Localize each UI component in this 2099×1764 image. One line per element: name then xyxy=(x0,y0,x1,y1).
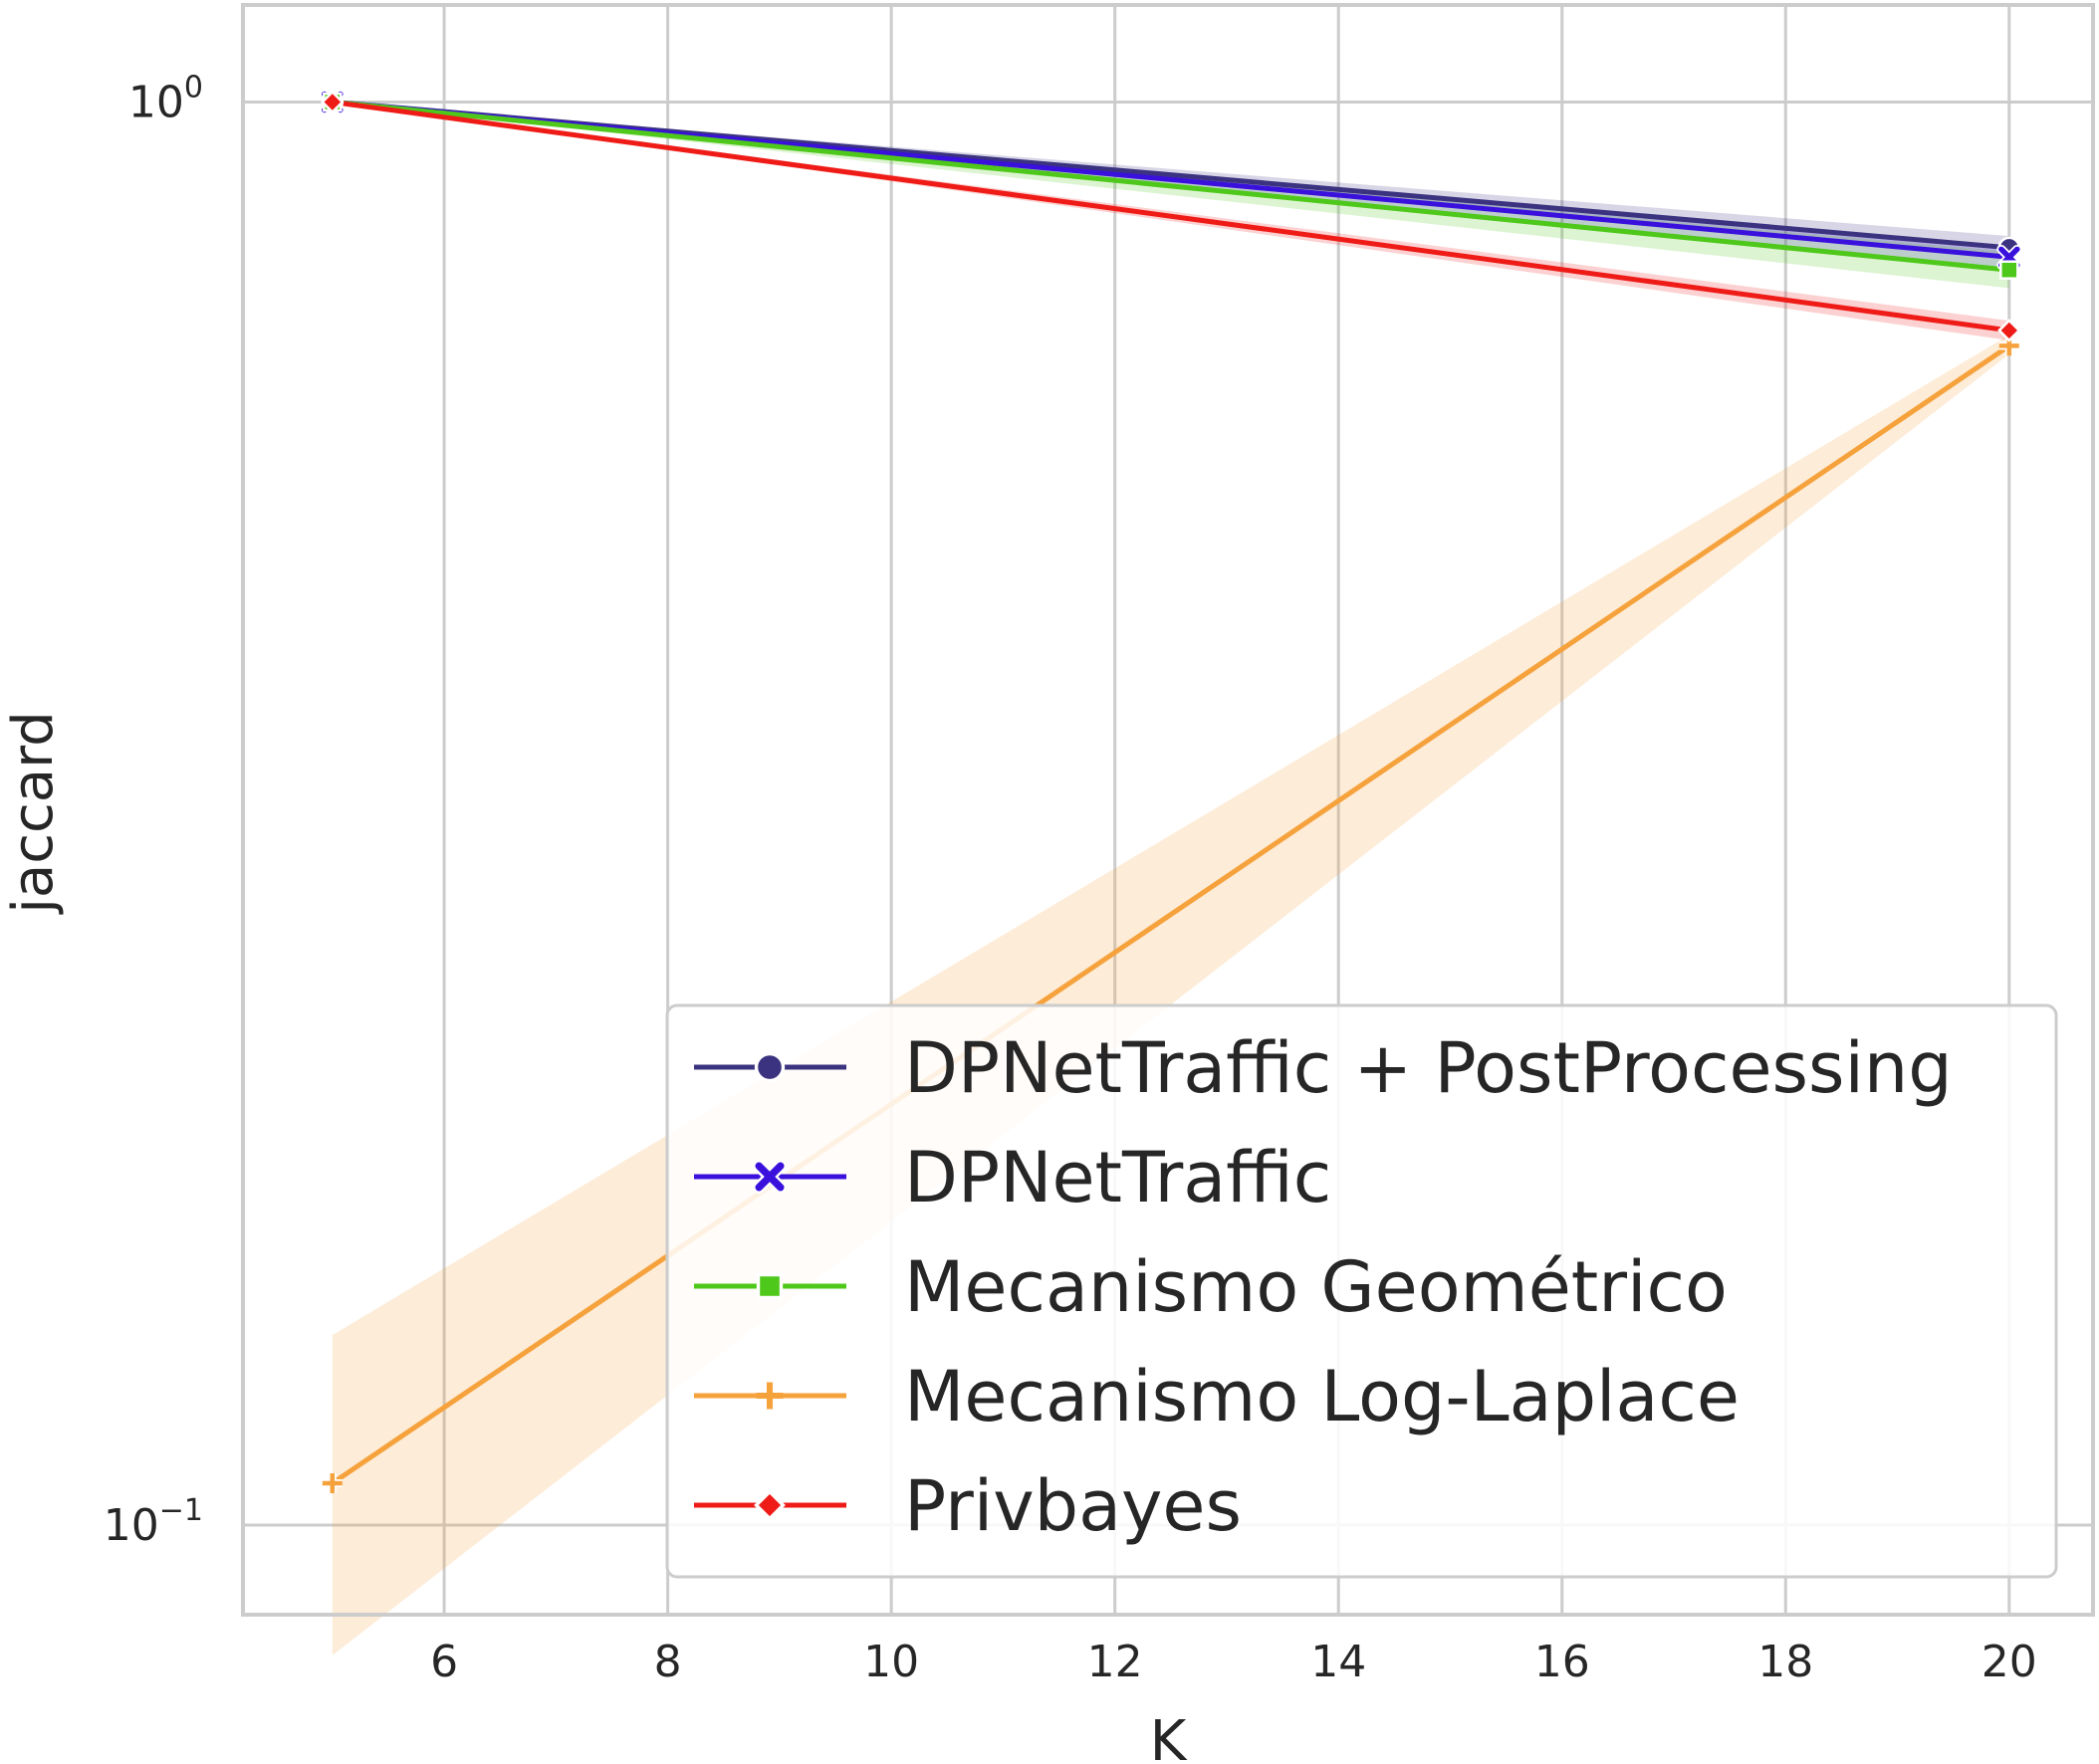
x-tick-label: 18 xyxy=(1757,1637,1813,1687)
band-mecanismo-geom-trico xyxy=(332,102,2009,289)
line-mecanismo-log-laplace xyxy=(331,343,2011,1486)
legend-item-mecanismo-log-laplace: Mecanismo Log-Laplace xyxy=(694,1356,1740,1437)
x-tick-label: 10 xyxy=(863,1637,919,1687)
x-tick-label: 12 xyxy=(1087,1637,1143,1687)
x-tick-label: 8 xyxy=(654,1637,682,1687)
legend-label: Mecanismo Log-Laplace xyxy=(904,1356,1740,1437)
legend-item-mecanismo-geom-trico: Mecanismo Geométrico xyxy=(694,1246,1728,1328)
legend: DPNetTraffic + PostProcessing DPNetTraffi… xyxy=(665,1003,2058,1579)
x-tick-label: 14 xyxy=(1310,1637,1366,1687)
line-privbayes xyxy=(332,99,2010,333)
legend-marker-x xyxy=(753,1160,787,1194)
legend-label: Privbayes xyxy=(904,1465,1242,1547)
legend-label: DPNetTraffic + PostProcessing xyxy=(904,1027,1953,1109)
y-tick-label: 10−1 xyxy=(104,1493,203,1551)
series-lines xyxy=(331,99,2011,1486)
x-axis-label: K xyxy=(1150,1709,1188,1764)
legend-label: Mecanismo Geométrico xyxy=(904,1246,1728,1328)
legend-marker-circle xyxy=(754,1051,786,1083)
x-tick-label: 6 xyxy=(430,1637,458,1687)
line-mecanismo-geom-trico xyxy=(332,99,2010,273)
legend-label: DPNetTraffic xyxy=(904,1137,1331,1218)
legend-marker-plus xyxy=(756,1382,784,1410)
x-tick-label: 16 xyxy=(1534,1637,1590,1687)
point-privbayes xyxy=(321,90,345,114)
y-tick-label: 100 xyxy=(128,70,203,127)
legend-marker-square xyxy=(756,1272,784,1300)
point-mecanismo-log-laplace xyxy=(322,1472,343,1493)
series-markers xyxy=(320,89,2022,1493)
legend-item-privbayes: Privbayes xyxy=(694,1465,1242,1547)
legend-item-dpnettraffic-postprocessing: DPNetTraffic + PostProcessing xyxy=(694,1027,1953,1109)
point-privbayes xyxy=(1997,319,2021,342)
y-axis-ticks: 100 10−1 xyxy=(104,70,203,1550)
y-axis-label: jaccard xyxy=(1,711,66,915)
legend-item-dpnettraffic: DPNetTraffic xyxy=(694,1137,1331,1218)
x-axis-ticks: 6 8 10 12 14 16 18 20 xyxy=(430,1637,2037,1687)
legend-marker-diamond xyxy=(754,1489,786,1521)
x-tick-label: 20 xyxy=(1982,1637,2037,1687)
legend-box xyxy=(665,1003,2058,1579)
plot-frame xyxy=(241,3,2095,1617)
point-mecanismo-geom-trico xyxy=(1999,260,2019,280)
